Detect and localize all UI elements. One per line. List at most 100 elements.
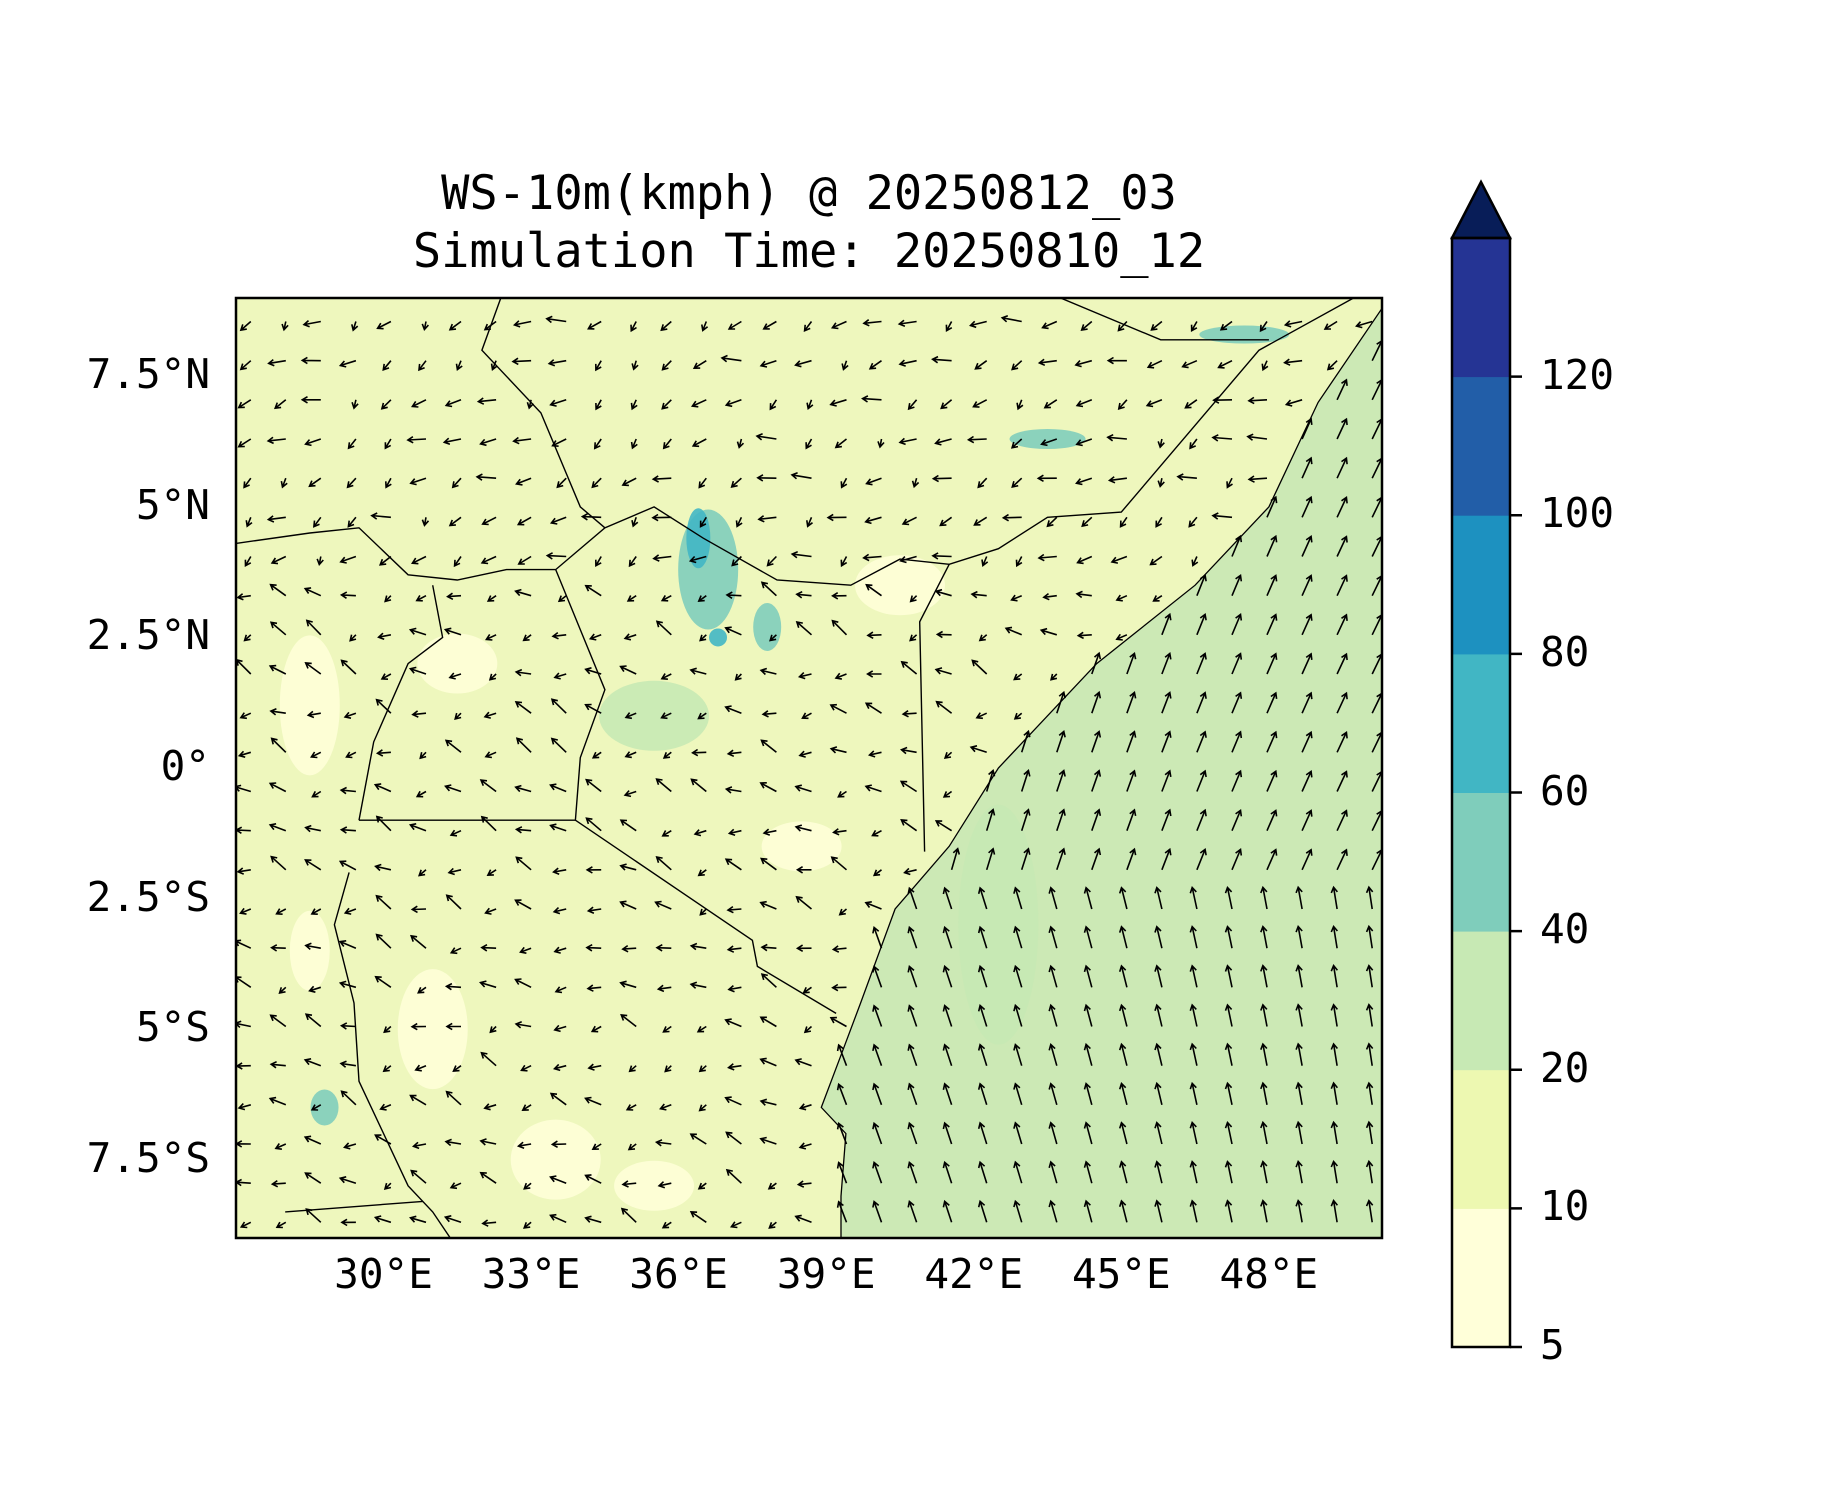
wind-vector — [1043, 399, 1058, 409]
wind-vector — [481, 1219, 497, 1227]
wind-vector — [662, 1025, 672, 1033]
wind-vector — [759, 359, 777, 368]
wind-vector — [1284, 399, 1303, 407]
high-wind-patch — [1009, 429, 1086, 449]
wind-vector — [1081, 516, 1093, 528]
wind-vector — [554, 986, 567, 994]
colorbar-tick-label: 5 — [1540, 1321, 1565, 1369]
wind-vector — [448, 672, 462, 680]
wind-vector — [661, 830, 672, 837]
wind-vector — [267, 358, 286, 367]
wind-vector — [795, 620, 813, 636]
wind-vector — [899, 780, 918, 793]
wind-vector — [969, 745, 987, 754]
wind-vector — [1048, 1160, 1058, 1184]
wind-vector — [1048, 1199, 1058, 1223]
wind-vector — [628, 556, 637, 568]
wind-vector — [794, 1214, 812, 1224]
wind-vector — [840, 477, 848, 489]
wind-vector — [1295, 1159, 1303, 1184]
wind-vector — [308, 985, 322, 993]
wind-vector — [1048, 1003, 1058, 1027]
wind-vector — [1266, 848, 1278, 871]
wind-vector — [584, 703, 602, 714]
wind-vector — [1196, 769, 1207, 792]
wind-vector — [1301, 613, 1313, 636]
wind-vector — [831, 983, 847, 992]
wind-vector — [699, 908, 707, 916]
colorbar-tick-label: 80 — [1540, 627, 1590, 676]
wind-vector — [1196, 691, 1207, 714]
wind-vector — [443, 1215, 462, 1224]
wind-vector — [1118, 1042, 1128, 1066]
wind-vector — [1020, 808, 1031, 831]
wind-vector — [795, 590, 812, 599]
wind-vector — [1336, 809, 1348, 832]
wind-vector — [1247, 475, 1268, 483]
wind-vector — [907, 1043, 918, 1066]
wind-vector — [375, 815, 392, 832]
wind-vector — [1365, 1042, 1374, 1066]
wind-vector — [1042, 592, 1057, 601]
wind-vector — [1301, 417, 1313, 440]
wind-vector — [766, 555, 777, 567]
wind-vector — [236, 939, 252, 949]
wind-vector — [551, 438, 567, 447]
wind-vector — [588, 633, 602, 641]
wind-vector — [1330, 885, 1339, 910]
wind-vector — [237, 438, 252, 448]
wind-vector — [1146, 359, 1163, 369]
wind-vector — [517, 555, 532, 565]
wind-vector — [690, 778, 707, 793]
wind-vector — [449, 829, 462, 837]
wind-vector — [595, 399, 602, 411]
wind-vector — [270, 555, 287, 565]
colorbar-segment — [1452, 1208, 1510, 1348]
wind-vector — [697, 1182, 707, 1190]
wind-vector — [1037, 358, 1057, 367]
wind-vector — [942, 1082, 953, 1106]
low-wind-patch — [614, 1160, 695, 1211]
wind-vector — [585, 943, 602, 952]
wind-vector — [1266, 495, 1278, 518]
wind-vector — [374, 975, 392, 988]
wind-vector — [236, 593, 251, 601]
wind-vector — [1196, 808, 1207, 831]
wind-vector — [1118, 886, 1128, 910]
wind-vector — [907, 1082, 918, 1106]
latitude-tick-label: 2.5°N — [86, 611, 210, 660]
wind-vector — [1261, 360, 1269, 372]
wind-vector — [966, 435, 987, 444]
wind-vector — [1083, 1199, 1093, 1223]
wind-vector — [595, 556, 602, 568]
wind-vector — [841, 360, 849, 371]
wind-vector — [1295, 1120, 1303, 1145]
wind-vector — [516, 1141, 532, 1150]
wind-vector — [1365, 1120, 1374, 1145]
wind-vector — [872, 1121, 883, 1145]
wind-vector — [270, 855, 287, 871]
wind-vector — [1283, 358, 1303, 366]
wind-vector — [769, 634, 777, 642]
wind-vector — [661, 1221, 672, 1229]
wind-vector — [759, 1098, 777, 1106]
wind-vector — [269, 1014, 287, 1028]
wind-vector — [1056, 769, 1066, 792]
wind-vector — [829, 399, 847, 407]
wind-vector — [304, 942, 321, 951]
wind-vector — [726, 749, 742, 758]
wind-vector — [1126, 730, 1137, 753]
wind-vector — [584, 667, 602, 675]
wind-vector — [1260, 964, 1268, 988]
wind-vector — [448, 516, 462, 527]
wind-vector — [725, 1168, 742, 1184]
wind-vector — [590, 1025, 602, 1033]
longitude-tick-label: 42°E — [924, 1250, 1024, 1298]
wind-vector — [1301, 495, 1313, 518]
wind-vector — [414, 1064, 427, 1072]
wind-vector — [585, 817, 602, 832]
wind-vector — [306, 710, 321, 719]
wind-vector — [697, 712, 707, 720]
wind-vector — [410, 934, 427, 949]
wind-vector — [940, 399, 953, 410]
